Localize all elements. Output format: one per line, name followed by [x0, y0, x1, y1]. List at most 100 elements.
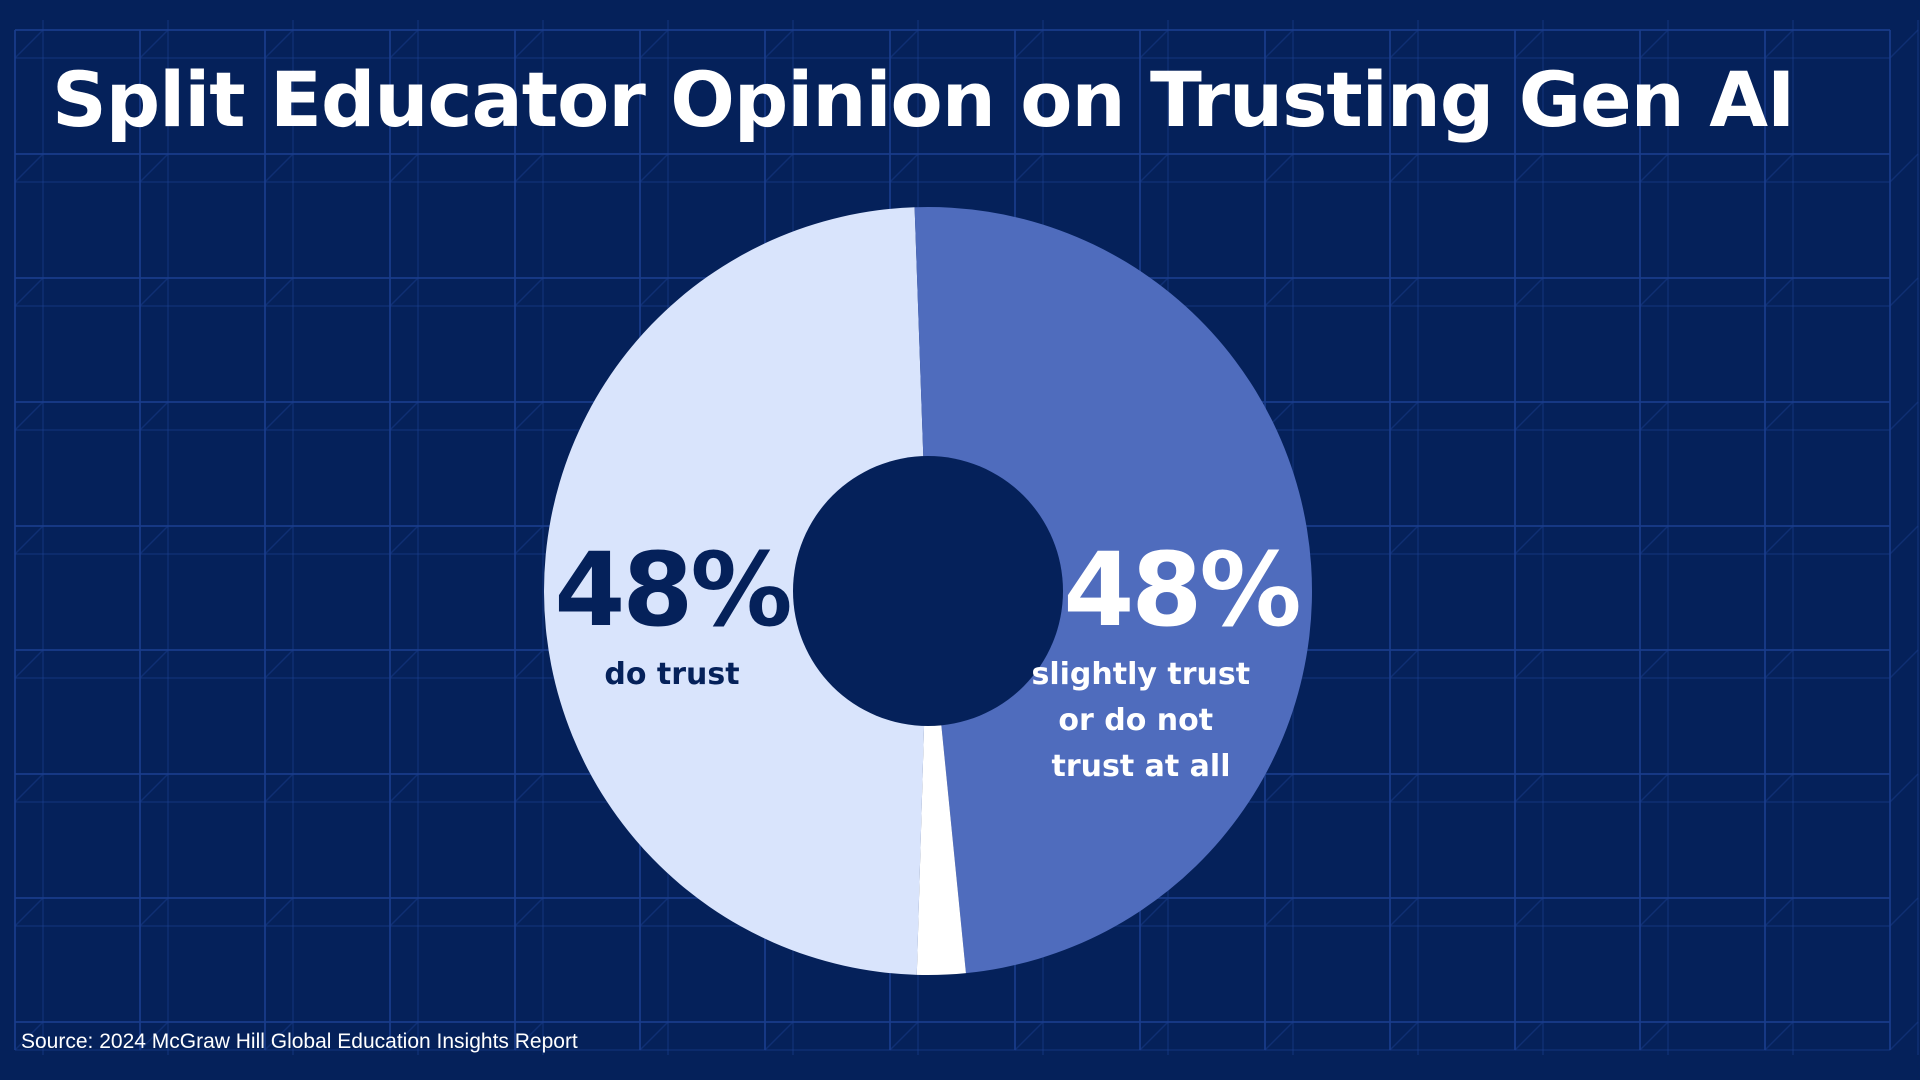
grid-line [1764, 401, 1794, 431]
grid-line [389, 1021, 419, 1051]
grid-line [1639, 153, 1669, 183]
grid-line [1389, 649, 1419, 679]
grid-line [264, 649, 294, 679]
caption-line: do trust [604, 657, 739, 692]
grid-line [264, 525, 294, 555]
grid-line [1139, 1021, 1169, 1051]
grid-line [1264, 773, 1294, 803]
grid-line [1139, 153, 1169, 183]
grid-line [14, 1021, 44, 1051]
slice-0 [543, 207, 928, 975]
grid-line [264, 401, 294, 431]
grid-line [264, 277, 294, 307]
grid-line [1639, 277, 1669, 307]
grid-line [1014, 153, 1044, 183]
grid-line [1764, 649, 1794, 679]
grid-line [14, 277, 44, 307]
grid-line [1639, 897, 1669, 927]
grid-line [1514, 897, 1544, 927]
grid-line [514, 401, 544, 431]
grid-line [264, 29, 294, 59]
grid-line [1264, 277, 1294, 307]
grid-line [1889, 649, 1919, 679]
grid-line [1889, 277, 1919, 307]
grid-line [1764, 153, 1794, 183]
grid-line [1889, 525, 1919, 555]
grid-line [1514, 277, 1544, 307]
grid-line [1514, 29, 1544, 59]
grid-line [1889, 29, 1919, 59]
grid-line [639, 29, 669, 59]
grid-line [1764, 1021, 1794, 1051]
grid-line [14, 897, 44, 927]
grid-line [14, 525, 44, 555]
grid-line [1639, 29, 1669, 59]
grid-line [1764, 525, 1794, 555]
grid-line [1889, 153, 1919, 183]
grid-line [1389, 897, 1419, 927]
slice-label-do-trust-caption: do trust [604, 657, 739, 692]
grid-line [264, 897, 294, 927]
grid-line [14, 649, 44, 679]
grid-line [139, 773, 169, 803]
caption-line: trust at all [1052, 749, 1231, 784]
grid-line [264, 1021, 294, 1051]
grid-line [1639, 1021, 1669, 1051]
grid-line [1389, 1021, 1419, 1051]
grid-line [1514, 773, 1544, 803]
grid-line [1514, 401, 1544, 431]
grid-line [1639, 525, 1669, 555]
grid-line [389, 773, 419, 803]
grid-line [764, 29, 794, 59]
grid-line [139, 525, 169, 555]
grid-line [1514, 153, 1544, 183]
chart-title: Split Educator Opinion on Trusting Gen A… [52, 55, 1795, 144]
grid-line [264, 153, 294, 183]
caption-line: slightly trust [1031, 657, 1250, 692]
donut-hole [793, 456, 1063, 726]
grid-line [1264, 897, 1294, 927]
grid-line [889, 1021, 919, 1051]
grid-line [514, 773, 544, 803]
grid-line [1639, 649, 1669, 679]
grid-line [764, 1021, 794, 1051]
grid-line [1764, 897, 1794, 927]
grid-line [139, 277, 169, 307]
grid-line [1389, 153, 1419, 183]
grid-line [1264, 29, 1294, 59]
grid-line [1389, 525, 1419, 555]
grid-line [139, 897, 169, 927]
donut-slices [543, 206, 1313, 976]
grid-line [1889, 401, 1919, 431]
caption-line: or do not [1058, 703, 1213, 738]
grid-line [1514, 525, 1544, 555]
grid-line [389, 277, 419, 307]
grid-line [1139, 29, 1169, 59]
grid-line [514, 525, 544, 555]
grid-line [389, 525, 419, 555]
slice-1 [914, 206, 1313, 974]
slice-label-do-trust-value: 48% [554, 531, 789, 650]
grid-line [1889, 897, 1919, 927]
grid-line [14, 401, 44, 431]
grid-line [1264, 153, 1294, 183]
grid-line [139, 153, 169, 183]
grid-line [1889, 773, 1919, 803]
grid-line [389, 153, 419, 183]
grid-line [1264, 1021, 1294, 1051]
grid-line [14, 153, 44, 183]
grid-line [1389, 29, 1419, 59]
grid-line [14, 29, 44, 59]
grid-line [514, 277, 544, 307]
grid-line [764, 153, 794, 183]
grid-line [1514, 649, 1544, 679]
grid-line [1014, 1021, 1044, 1051]
slice-label-not-trust-value: 48% [1063, 531, 1298, 650]
grid-line [889, 29, 919, 59]
grid-line [389, 401, 419, 431]
slice-label-not-trust-caption: slightly trust or do not trust at all [1031, 657, 1260, 784]
grid-line [139, 649, 169, 679]
grid-line [889, 153, 919, 183]
